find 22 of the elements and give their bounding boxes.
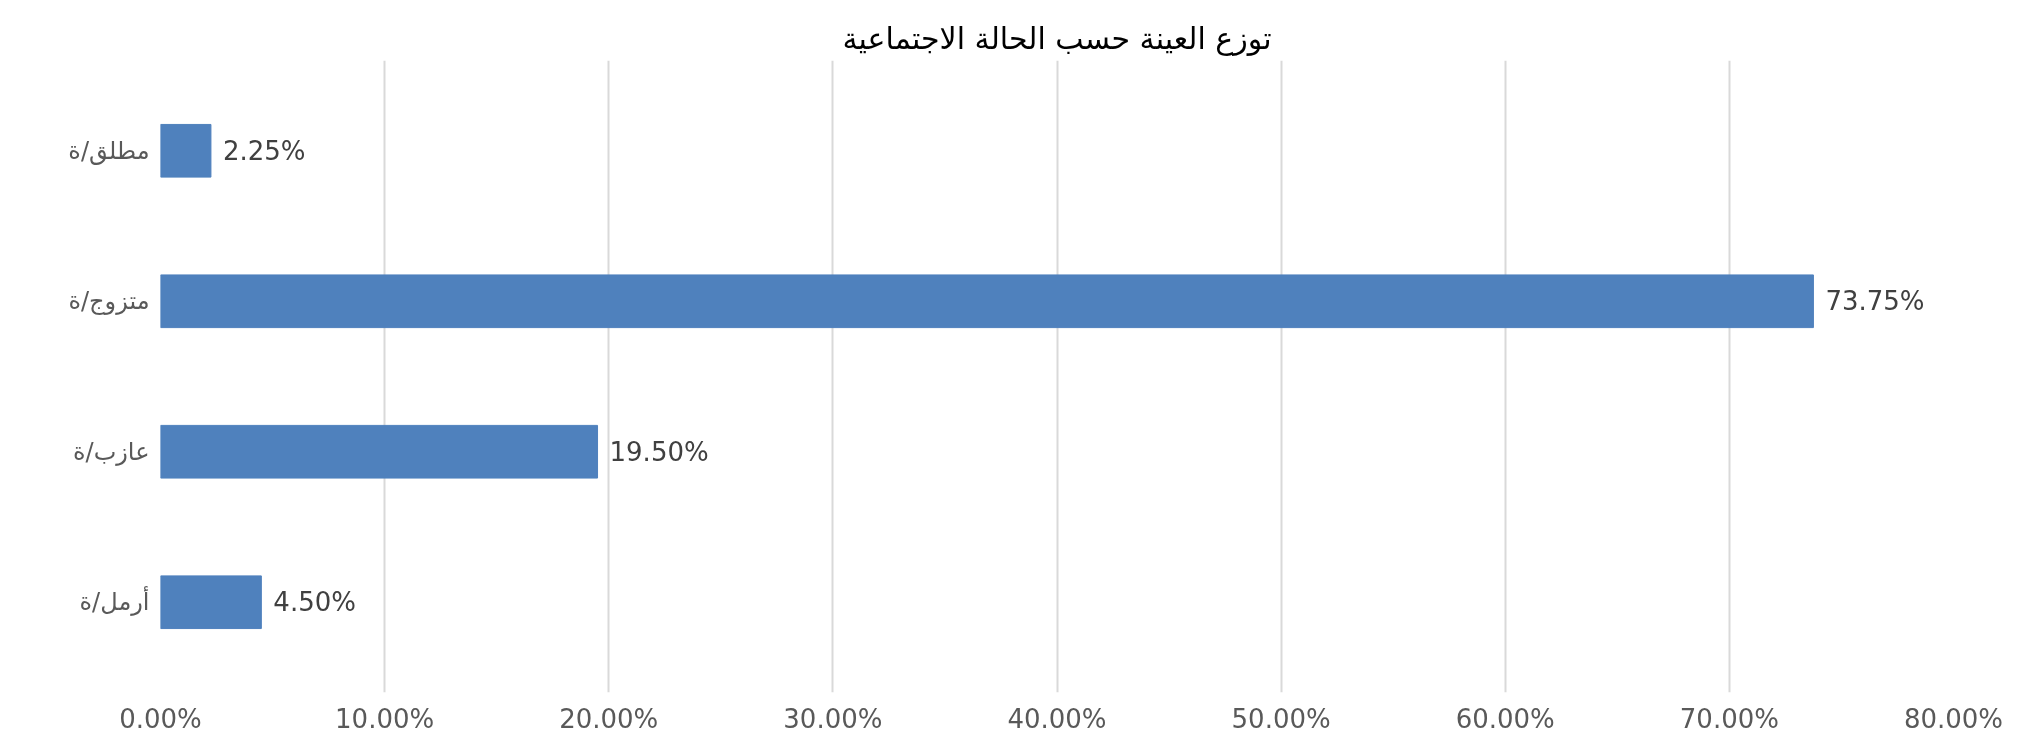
data-label: 73.75% xyxy=(1825,286,1925,317)
x-tick-label: 70.00% xyxy=(1679,703,1779,734)
data-label: 2.25% xyxy=(222,135,306,166)
data-label: 4.50% xyxy=(273,587,356,618)
y-tick-label: متزوج/ة xyxy=(68,287,150,316)
x-tick-label: 30.00% xyxy=(783,703,883,734)
x-tick-label: 0.00% xyxy=(119,703,202,734)
x-tick-label: 10.00% xyxy=(335,703,435,734)
x-tick-label: 40.00% xyxy=(1007,703,1107,734)
x-tick-label: 20.00% xyxy=(559,703,659,734)
y-tick-label: عازب/ة xyxy=(73,437,150,466)
y-tick-label: مطلق/ة xyxy=(68,136,150,165)
bar xyxy=(160,424,599,479)
data-label: 19.50% xyxy=(609,436,709,467)
chart-title: توزع العينة حسب الحالة الاجتماعية xyxy=(842,20,1272,56)
x-tick-label: 60.00% xyxy=(1455,703,1555,734)
bar xyxy=(160,575,262,630)
x-tick-label: 50.00% xyxy=(1231,703,1331,734)
bar xyxy=(160,123,212,178)
y-tick-label: أرمل/ة xyxy=(79,586,150,617)
bar xyxy=(160,274,1814,329)
x-tick-label: 80.00% xyxy=(1903,703,2004,734)
